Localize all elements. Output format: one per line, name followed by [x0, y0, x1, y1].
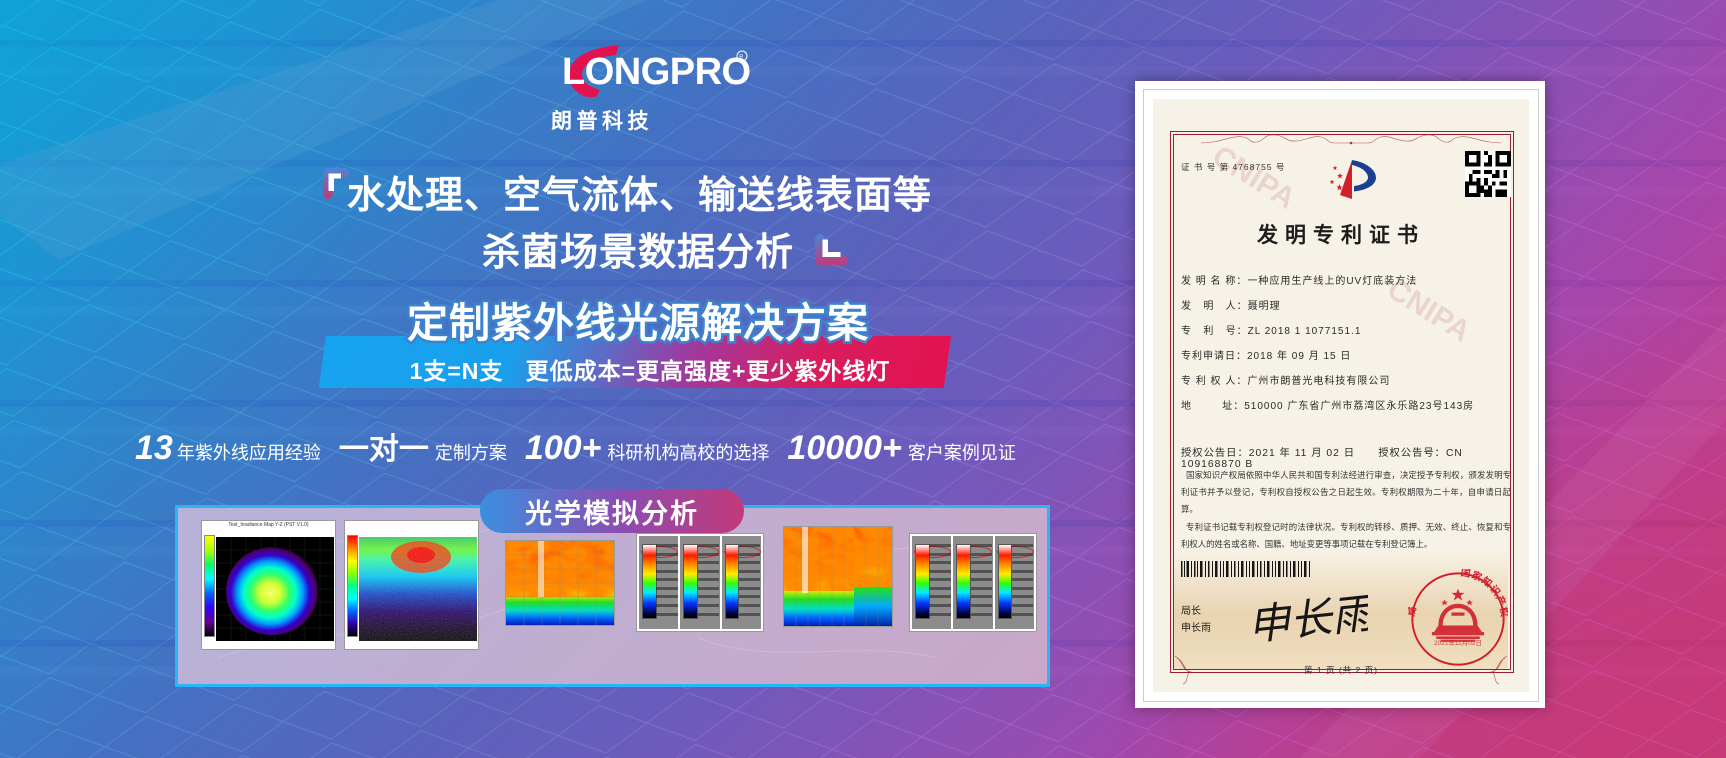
svg-text:局: 局 [1408, 605, 1419, 619]
svg-text:国家知识产权: 国家知识产权 [1460, 569, 1508, 619]
svg-text:定制紫外线光源解决方案: 定制紫外线光源解决方案 [407, 300, 869, 346]
svg-text:申长雨: 申长雨 [1248, 594, 1368, 650]
svg-text:LONGPRO: LONGPRO [562, 51, 751, 93]
svg-text:R: R [739, 54, 743, 60]
svg-text:2021年11月02日: 2021年11月02日 [1434, 638, 1482, 647]
